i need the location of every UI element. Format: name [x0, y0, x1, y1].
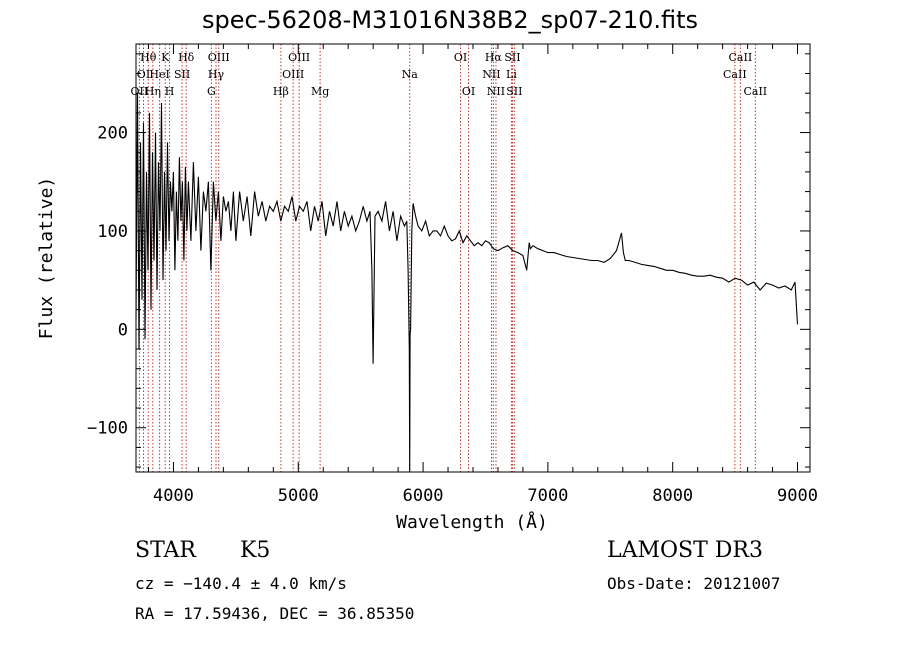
- emission-line-markers: [138, 44, 756, 472]
- y-axis-label: Flux (relative): [36, 177, 57, 340]
- line-marker-label: OIII: [282, 68, 304, 81]
- line-marker-label: CaII: [743, 85, 767, 98]
- emission-line-labels: OII Hθ OI Hη K HeI H SII Hδ OIII Hγ G Hβ OIII OIII Mg Na…: [131, 51, 768, 98]
- line-marker-label: CaII: [723, 68, 747, 81]
- coordinates: RA = 17.59436, DEC = 36.85350: [135, 604, 415, 623]
- line-marker-label: NII: [487, 85, 505, 98]
- line-marker-label: HeI: [149, 68, 169, 81]
- y-tick-label: 200: [97, 124, 128, 144]
- x-tick-label: 6000: [403, 486, 444, 506]
- line-marker-label: OIII: [208, 51, 230, 64]
- spectrum-series: [135, 93, 799, 473]
- spectrum-line: [135, 93, 799, 473]
- line-marker-label: SII: [506, 85, 522, 98]
- x-tick-label: 4000: [153, 486, 194, 506]
- line-marker-label: SII: [504, 51, 520, 64]
- line-marker-label: OI: [462, 85, 475, 98]
- line-marker-label: H: [165, 85, 175, 98]
- line-marker-label: SII: [174, 68, 190, 81]
- line-marker-label: Hδ: [178, 51, 195, 64]
- line-marker-label: CaII: [729, 51, 753, 64]
- y-tick-label: −100: [87, 419, 128, 439]
- line-marker-label: K: [161, 51, 170, 64]
- axis-ticks: [136, 44, 810, 472]
- x-tick-label: 7000: [527, 486, 568, 506]
- spectral-subclass: K5: [240, 538, 271, 563]
- line-marker-label: NII: [482, 68, 500, 81]
- chart-title: spec-56208-M31016N38B2_sp07-210.fits: [201, 6, 699, 34]
- x-axis-label: Wavelength (Å): [396, 511, 548, 533]
- line-marker-label: Hα: [485, 51, 503, 64]
- line-marker-label: Mg: [311, 85, 329, 98]
- line-marker-label: G: [207, 85, 216, 98]
- y-tick-label: 100: [97, 222, 128, 242]
- plot-axes: [135, 43, 811, 473]
- x-tick-label: 5000: [278, 486, 319, 506]
- x-tick-label: 9000: [777, 486, 818, 506]
- object-type: STAR: [135, 538, 196, 563]
- y-tick-label: 0: [118, 320, 128, 340]
- line-marker-label: OIII: [288, 51, 310, 64]
- x-tick-label: 8000: [652, 486, 693, 506]
- axis-tick-labels: 4000 5000 6000 7000 8000 9000 −100 0 100 200: [87, 124, 818, 506]
- line-marker-label: OI: [137, 68, 150, 81]
- line-marker-label: OII: [131, 85, 149, 98]
- plot-frame: [135, 43, 811, 473]
- line-marker-label: Hγ: [208, 68, 225, 81]
- observation-date: Obs-Date: 20121007: [607, 574, 781, 593]
- redshift-velocity: cz = −140.4 ± 4.0 km/s: [135, 574, 347, 593]
- line-marker-label: Li: [506, 68, 517, 81]
- line-marker-label: Na: [402, 68, 419, 81]
- line-marker-label: Hβ: [273, 85, 289, 98]
- line-marker-label: Hη: [145, 85, 161, 98]
- line-marker-label: Hθ: [140, 51, 157, 64]
- line-marker-label: OI: [454, 51, 467, 64]
- survey-name: LAMOST DR3: [607, 538, 763, 563]
